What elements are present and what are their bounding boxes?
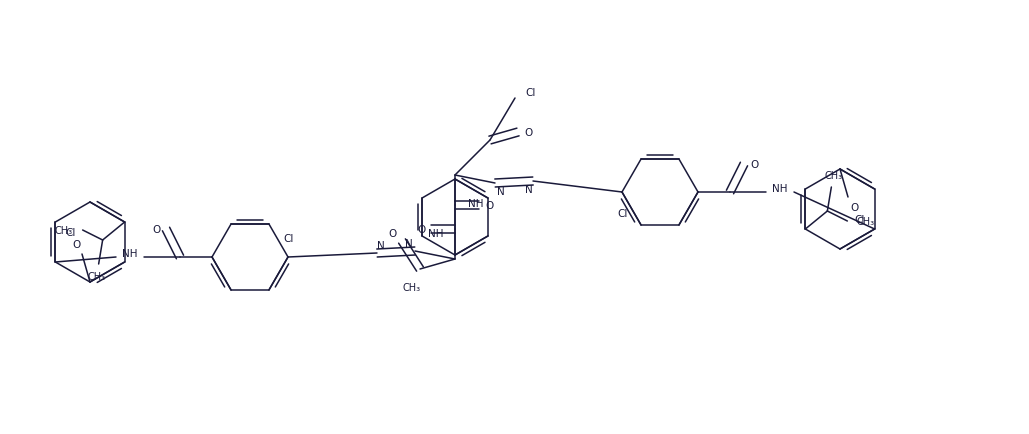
Text: N: N (525, 184, 533, 194)
Text: NH: NH (122, 248, 138, 258)
Text: O: O (750, 160, 758, 170)
Text: Cl: Cl (284, 233, 294, 243)
Text: CH₃: CH₃ (55, 226, 73, 236)
Text: CH₃: CH₃ (824, 171, 843, 181)
Text: CH₃: CH₃ (403, 283, 421, 293)
Text: O: O (417, 224, 425, 234)
Text: NH: NH (427, 228, 443, 238)
Text: Cl: Cl (617, 208, 628, 218)
Text: NH: NH (468, 198, 484, 208)
Text: Cl: Cl (854, 214, 864, 224)
Text: O: O (485, 201, 493, 210)
Text: CH₃: CH₃ (87, 271, 106, 281)
Text: O: O (72, 240, 80, 250)
Text: N: N (377, 240, 385, 250)
Text: O: O (850, 203, 858, 213)
Text: CH₃: CH₃ (857, 217, 875, 227)
Text: O: O (152, 224, 161, 234)
Text: O: O (524, 128, 532, 138)
Text: Cl: Cl (66, 227, 76, 237)
Text: N: N (405, 238, 413, 248)
Text: N: N (497, 187, 505, 197)
Text: O: O (388, 228, 396, 238)
Text: NH: NH (772, 184, 788, 194)
Text: Cl: Cl (526, 88, 536, 98)
